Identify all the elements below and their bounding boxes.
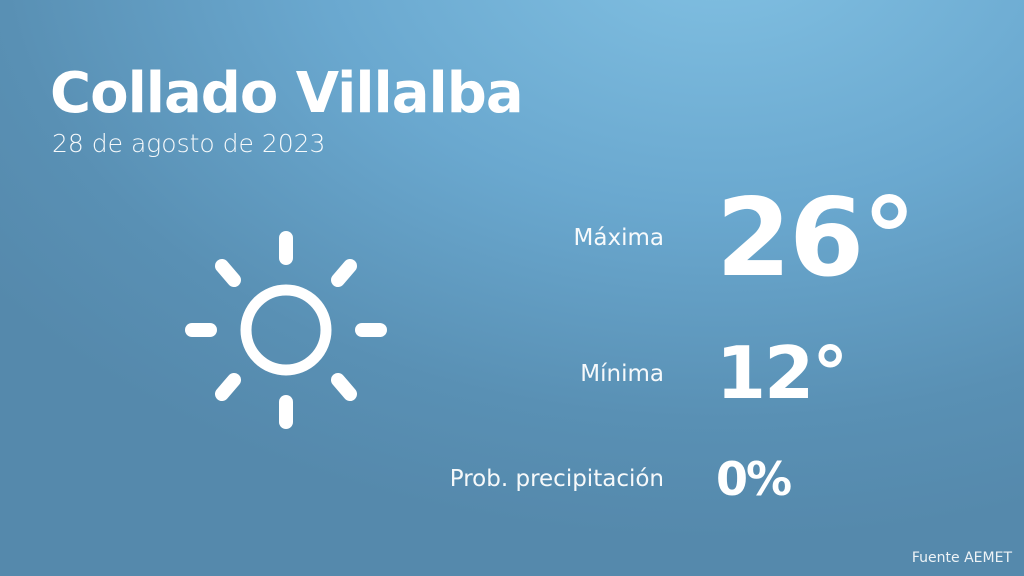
max-value: 26° xyxy=(716,176,916,301)
source-credit: Fuente AEMET xyxy=(911,550,1012,566)
forecast-date: 28 de agosto de 2023 xyxy=(52,129,326,158)
max-label: Máxima xyxy=(573,225,664,251)
city-title: Collado Villalba xyxy=(50,61,524,126)
min-value: 12° xyxy=(716,331,848,415)
precip-value: 0% xyxy=(716,452,792,506)
min-label: Mínima xyxy=(580,361,664,387)
precip-label: Prob. precipitación xyxy=(449,466,664,492)
sun-icon xyxy=(185,231,387,429)
